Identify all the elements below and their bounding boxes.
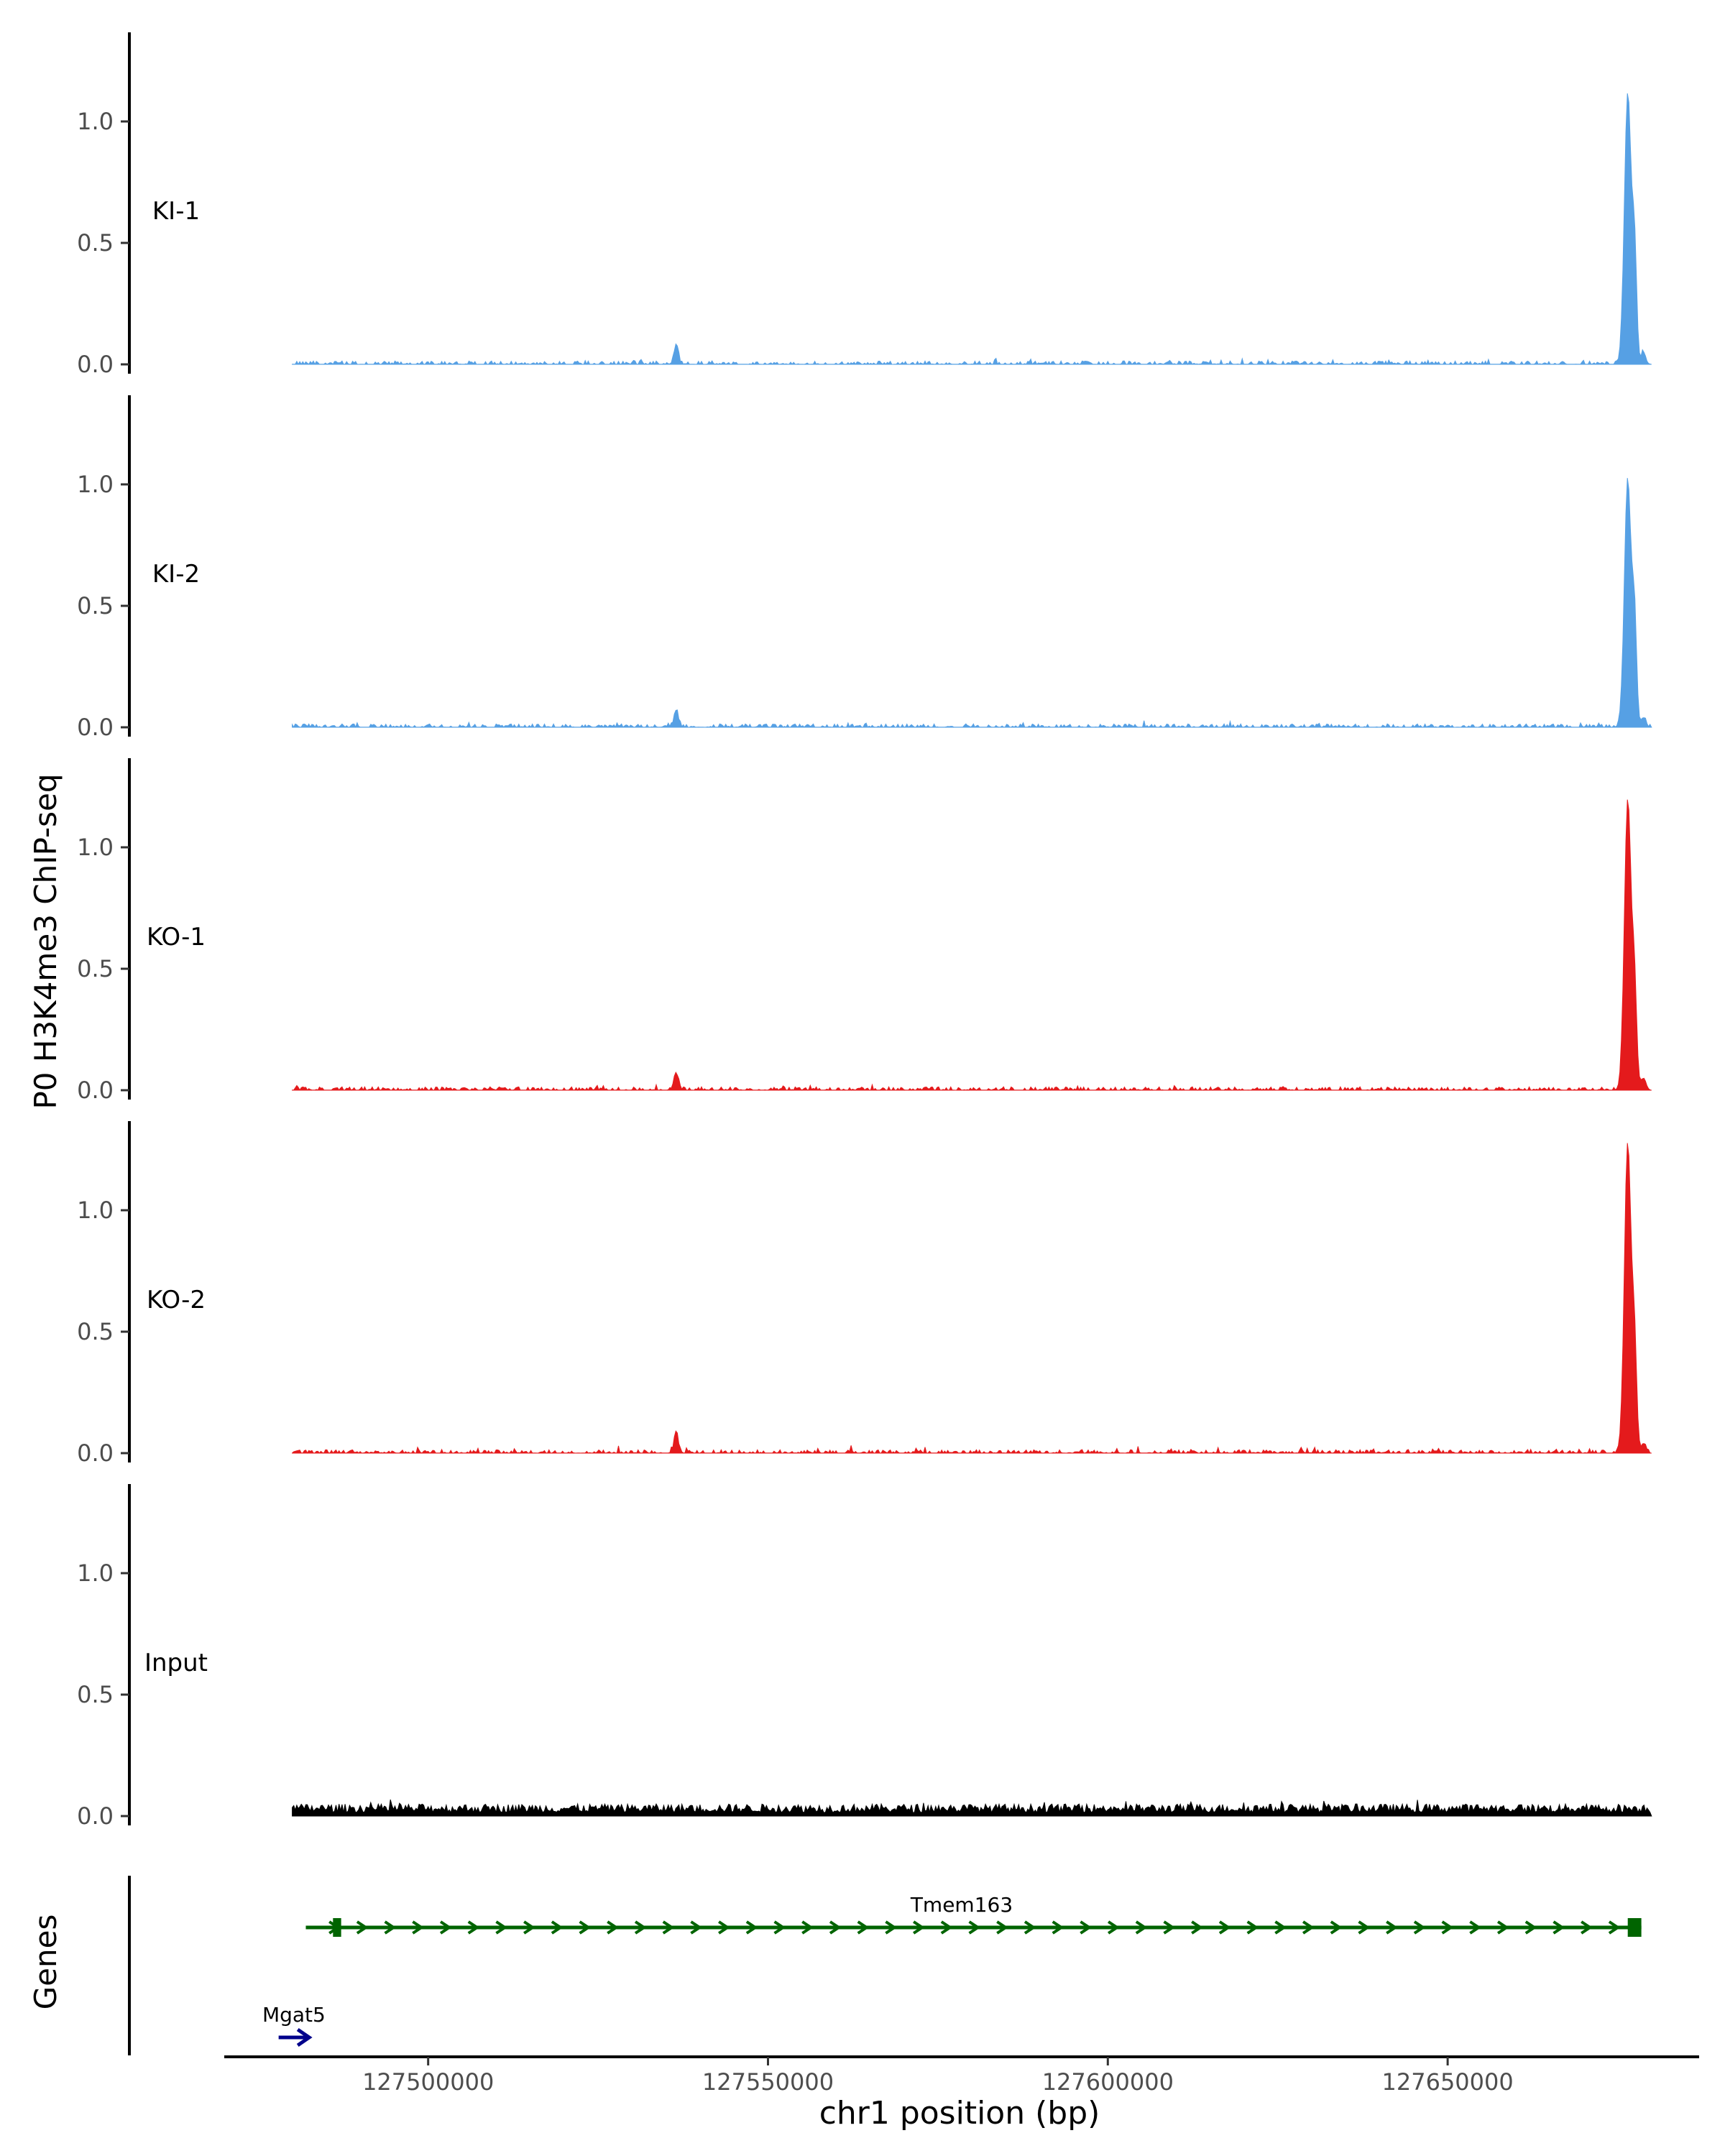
signal-tracks: 0.00.51.0KI-10.00.51.0KI-20.00.51.0KO-10… <box>77 32 1652 1830</box>
strand-arrow <box>1496 1920 1509 1935</box>
signal-area <box>292 1799 1652 1817</box>
y-tick-label: 0.0 <box>77 1802 114 1830</box>
gene-name-label: Tmem163 <box>910 1893 1013 1917</box>
y-tick-label: 0.0 <box>77 351 114 378</box>
strand-arrow <box>1469 1920 1481 1935</box>
strand-arrow <box>885 1920 898 1935</box>
x-axis: 127500000 127550000 127600000 127650000 <box>224 2055 1699 2096</box>
strand-arrow <box>913 1920 925 1935</box>
x-tick-label: 127650000 <box>1382 2068 1514 2096</box>
strand-arrow <box>690 1920 703 1935</box>
strand-arrow <box>1246 1920 1259 1935</box>
strand-arrow <box>996 1920 1008 1935</box>
strand-arrow <box>718 1920 730 1935</box>
y-tick-label: 0.5 <box>77 229 114 257</box>
x-tick-label: 127500000 <box>362 2068 494 2096</box>
strand-arrow <box>1274 1920 1287 1935</box>
x-tick-label: 127550000 <box>702 2068 834 2096</box>
strand-arrow <box>745 1920 758 1935</box>
exon-block <box>333 1918 341 1937</box>
y-tick-label: 0.0 <box>77 1077 114 1104</box>
strand-arrow <box>551 1920 564 1935</box>
gene-name-label: Mgat5 <box>262 2003 326 2027</box>
strand-arrow <box>1386 1920 1398 1935</box>
y-tick-label: 1.0 <box>77 1197 114 1224</box>
y-tick-label: 1.0 <box>77 1560 114 1587</box>
strand-arrow <box>1052 1920 1064 1935</box>
strand-arrow <box>1302 1920 1315 1935</box>
strand-arrow <box>1080 1920 1092 1935</box>
y-tick-label: 0.0 <box>77 1439 114 1467</box>
strand-arrow <box>940 1920 953 1935</box>
strand-arrow <box>1218 1920 1231 1935</box>
strand-arrow <box>467 1920 480 1935</box>
strand-arrow <box>1135 1920 1148 1935</box>
y-tick-label: 0.5 <box>77 955 114 982</box>
gene-tmem163: Tmem163 <box>305 1893 1642 1937</box>
strand-arrow <box>412 1920 424 1935</box>
strand-arrow <box>1024 1920 1036 1935</box>
y-tick-label: 1.0 <box>77 108 114 135</box>
track-label: KO-1 <box>147 923 206 952</box>
strand-arrow <box>523 1920 535 1935</box>
strand-arrow <box>1441 1920 1454 1935</box>
exon-block <box>1627 1918 1642 1937</box>
signal-area <box>292 1143 1652 1455</box>
strand-arrow <box>1581 1920 1593 1935</box>
track-label: KI-1 <box>152 197 200 226</box>
track-ko-1: 0.0 0.5 1.0 KO-1 <box>77 758 1652 1104</box>
track-ki-2: 0.0 0.5 1.0 KI-2 <box>77 395 1652 741</box>
x-axis-title: chr1 position (bp) <box>819 2095 1100 2132</box>
strand-arrow <box>384 1920 397 1935</box>
y-tick-label: 0.5 <box>77 592 114 619</box>
y-tick-label: 1.0 <box>77 471 114 498</box>
signal-area <box>292 799 1652 1092</box>
x-tick-label: 127600000 <box>1042 2068 1174 2096</box>
strand-arrow <box>296 2027 313 2047</box>
strand-arrow <box>1163 1920 1176 1935</box>
strand-arrow <box>1107 1920 1120 1935</box>
strand-arrow <box>1608 1920 1621 1935</box>
strand-arrow <box>829 1920 842 1935</box>
strand-arrow <box>579 1920 592 1935</box>
strand-arrow <box>495 1920 508 1935</box>
y-tick-label: 0.5 <box>77 1681 114 1708</box>
strand-arrow <box>356 1920 369 1935</box>
strand-arrow <box>857 1920 870 1935</box>
y-axis-title: P0 H3K4me3 ChIP-seq <box>28 773 63 1109</box>
strand-arrow <box>1552 1920 1565 1935</box>
signal-area <box>292 93 1652 366</box>
strand-arrow <box>634 1920 647 1935</box>
y-tick-label: 0.5 <box>77 1318 114 1345</box>
gene-mgat5: Mgat5 <box>262 2003 326 2047</box>
track-label: Input <box>144 1649 208 1677</box>
track-label: KI-2 <box>152 560 200 589</box>
track-ki-1: 0.0 0.5 1.0 KI-1 <box>77 32 1652 378</box>
signal-area <box>292 478 1652 728</box>
strand-arrow <box>439 1920 452 1935</box>
strand-arrow <box>968 1920 981 1935</box>
strand-arrow <box>1191 1920 1203 1935</box>
strand-arrow <box>1524 1920 1537 1935</box>
track-ko-2: 0.0 0.5 1.0 KO-2 <box>77 1121 1652 1467</box>
strand-arrow <box>662 1920 675 1935</box>
strand-arrow <box>801 1920 814 1935</box>
track-input: 0.0 0.5 1.0 Input <box>77 1484 1652 1830</box>
strand-arrow <box>1330 1920 1343 1935</box>
y-tick-label: 1.0 <box>77 834 114 861</box>
gene-annotation-panel: Tmem163 Mgat5 <box>128 1876 1642 2055</box>
strand-arrow <box>1413 1920 1426 1935</box>
y-tick-label: 0.0 <box>77 714 114 741</box>
strand-arrow <box>1358 1920 1371 1935</box>
strand-arrow <box>607 1920 619 1935</box>
track-label: KO-2 <box>147 1286 206 1314</box>
strand-arrow <box>773 1920 786 1935</box>
genes-axis-title: Genes <box>28 1915 63 2010</box>
